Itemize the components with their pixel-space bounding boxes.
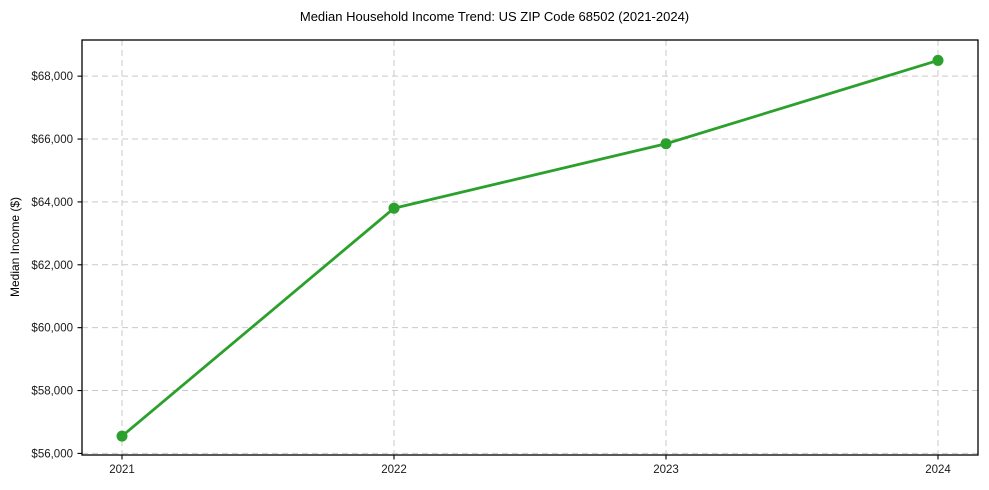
x-tick-label: 2023 (653, 464, 679, 476)
y-tick-label: $60,000 (31, 323, 73, 335)
y-tick-label: $68,000 (31, 71, 73, 83)
y-tick-label: $64,000 (31, 197, 73, 209)
data-point-marker (116, 430, 128, 442)
x-tick-label: 2024 (925, 464, 951, 476)
y-tick-label: $58,000 (31, 386, 73, 398)
data-point-marker (388, 202, 400, 214)
chart-title: Median Household Income Trend: US ZIP Co… (299, 9, 690, 24)
x-tick-label: 2022 (381, 464, 407, 476)
y-tick-label: $56,000 (31, 448, 73, 460)
series-line (120, 59, 940, 438)
x-tick-label: 2021 (109, 464, 135, 476)
y-tick-label: $62,000 (31, 260, 73, 272)
plot-border (81, 39, 979, 456)
data-point-marker (932, 54, 944, 66)
y-tick-label: $66,000 (31, 134, 73, 146)
data-point-marker (660, 138, 672, 150)
